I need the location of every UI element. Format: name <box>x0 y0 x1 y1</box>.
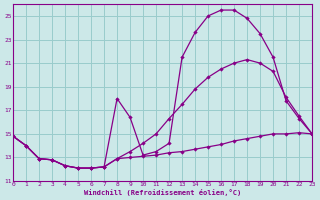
X-axis label: Windchill (Refroidissement éolien,°C): Windchill (Refroidissement éolien,°C) <box>84 189 241 196</box>
